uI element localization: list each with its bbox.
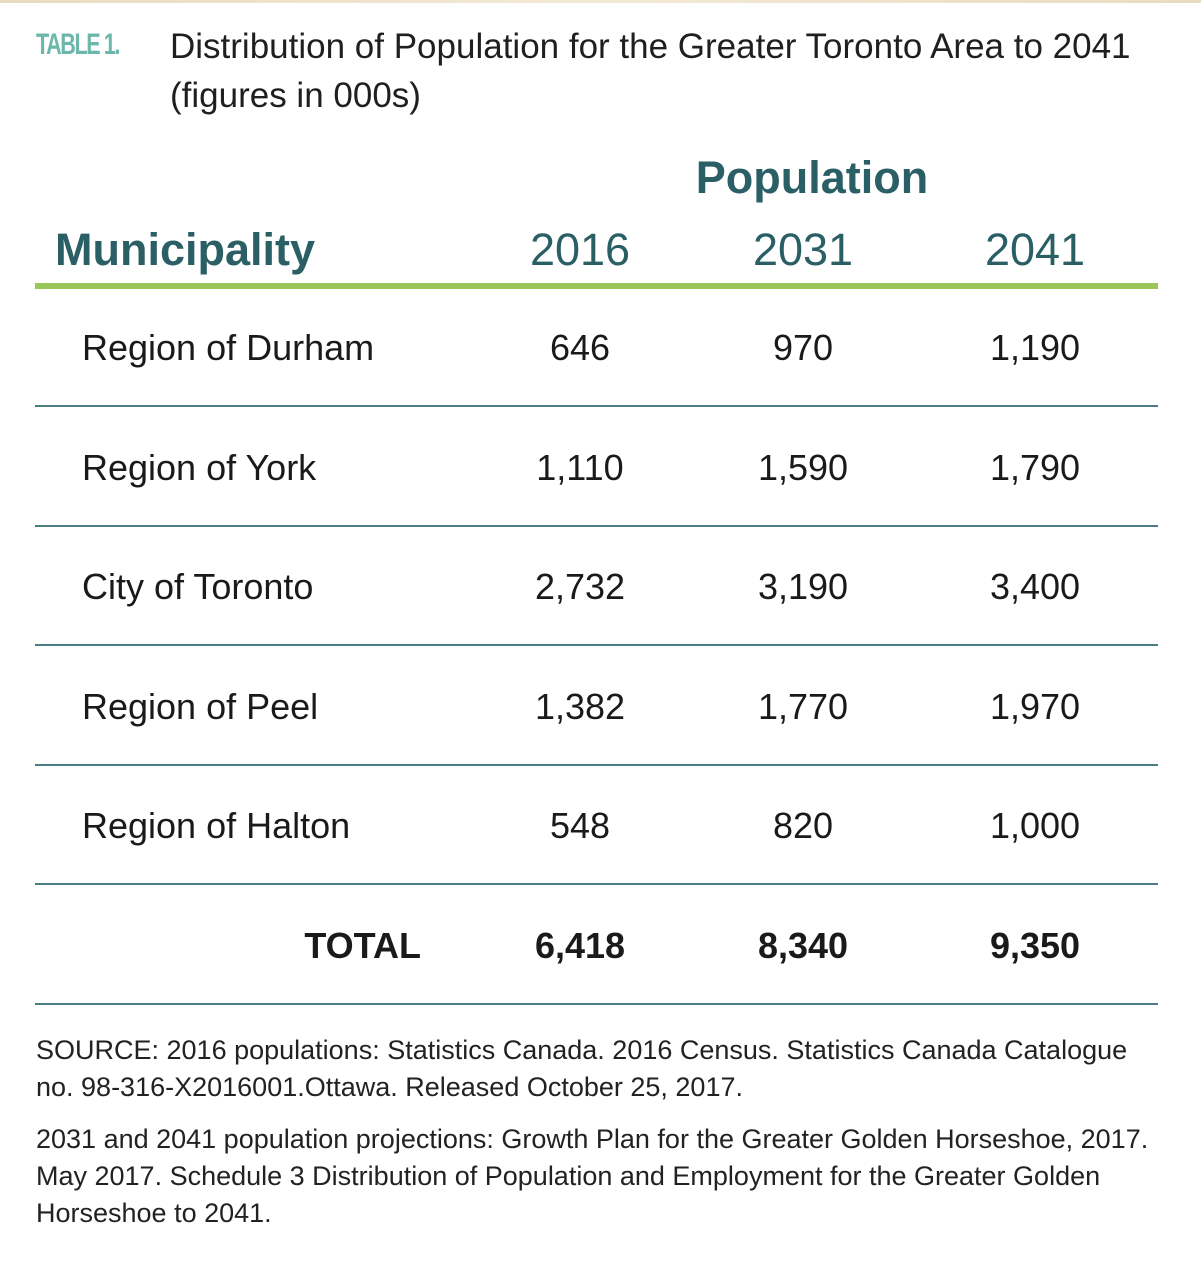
row-divider xyxy=(35,524,1158,527)
cell-value-2041: 1,790 xyxy=(989,446,1081,488)
column-header-2016: 2016 xyxy=(529,224,631,275)
cell-value-2031: 820 xyxy=(772,805,834,846)
row-divider xyxy=(35,405,1158,407)
row-divider xyxy=(35,883,1158,885)
row-name: Region of Durham xyxy=(82,327,375,368)
cell-value-2041: 1,000 xyxy=(989,805,1081,846)
row-name: Region of York xyxy=(82,446,317,488)
population-group-header: Population xyxy=(695,152,929,203)
cell-value-2031: 1,590 xyxy=(757,446,849,488)
row-divider xyxy=(35,763,1158,766)
cell-value-2016: 1,110 xyxy=(536,446,624,488)
table-row: Region of Peel 1,382 1,770 1,970 xyxy=(0,685,1201,727)
cell-value-2031: 1,770 xyxy=(757,685,849,727)
row-name: City of Toronto xyxy=(82,566,314,607)
cell-value-2041: 9,350 xyxy=(989,924,1081,966)
table-row: Region of Halton 548 820 1,000 xyxy=(0,805,1201,846)
cell-value-2031: 8,340 xyxy=(757,924,849,966)
source-note: SOURCE: 2016 populations: Statistics Can… xyxy=(36,1035,1128,1102)
projection-note: 2031 and 2041 population projections: Gr… xyxy=(36,1124,1149,1228)
row-name: Region of Halton xyxy=(82,805,351,846)
row-name: Region of Peel xyxy=(82,685,319,727)
column-header-municipality: Municipality xyxy=(55,224,316,275)
table-row: Region of Durham 646 970 1,190 xyxy=(0,327,1201,368)
cell-value-2016: 6,418 xyxy=(534,924,626,966)
table-row: Region of York 1,110 1,590 1,790 xyxy=(0,446,1201,488)
cell-value-2041: 1,970 xyxy=(989,685,1081,727)
cell-value-2016: 548 xyxy=(549,805,611,846)
cell-value-2016: 1,382 xyxy=(534,685,626,727)
cell-value-2041: 1,190 xyxy=(989,327,1081,368)
column-header-2031: 2031 xyxy=(752,224,854,275)
cell-value-2031: 970 xyxy=(772,327,834,368)
row-name: TOTAL xyxy=(304,924,421,966)
row-divider xyxy=(35,1002,1158,1005)
top-border xyxy=(0,0,1201,3)
cell-value-2016: 2,732 xyxy=(534,566,626,607)
cell-value-2041: 3,400 xyxy=(989,566,1081,607)
total-row: TOTAL 6,418 8,340 9,350 xyxy=(0,924,1201,966)
cell-value-2016: 646 xyxy=(549,327,611,368)
header-rule xyxy=(35,283,1158,289)
table-title: Distribution of Population for the Great… xyxy=(170,27,1131,115)
row-divider xyxy=(35,644,1158,646)
column-header-2041: 2041 xyxy=(984,224,1086,275)
cell-value-2031: 3,190 xyxy=(757,566,849,607)
table-row: City of Toronto 2,732 3,190 3,400 xyxy=(0,566,1201,607)
table-label: TABLE 1. xyxy=(36,28,120,61)
